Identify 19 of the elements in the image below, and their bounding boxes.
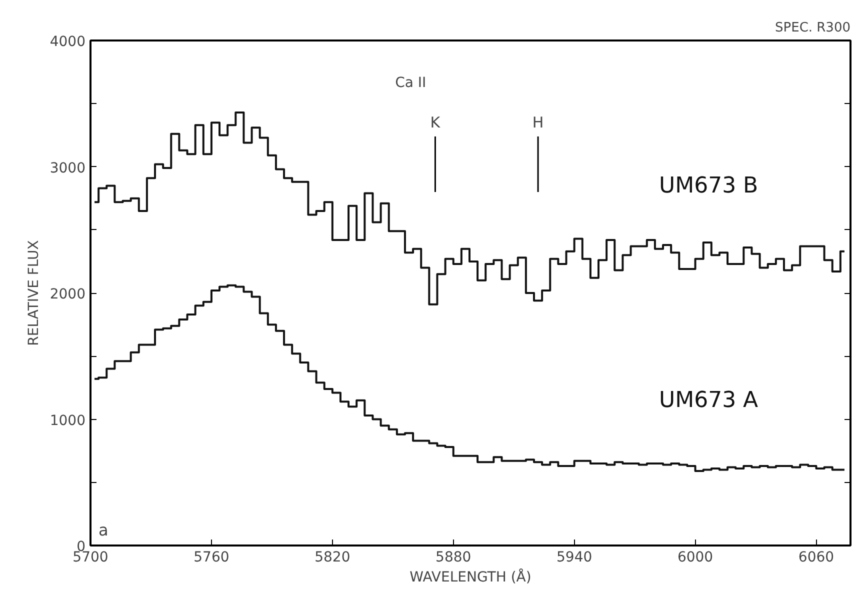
chart-title: SPEC. R300 bbox=[775, 20, 851, 36]
annotation: a bbox=[98, 520, 108, 540]
x-tick-label: 5940 bbox=[556, 550, 592, 566]
x-tick-label: 5820 bbox=[314, 550, 350, 566]
y-tick-label: 2000 bbox=[50, 286, 86, 302]
y-axis-title: RELATIVE FLUX bbox=[26, 240, 42, 346]
y-tick-label: 4000 bbox=[50, 34, 86, 50]
ref-line-label: K bbox=[430, 113, 442, 132]
x-axis-title: WAVELENGTH (Å) bbox=[410, 568, 532, 586]
y-tick-label: 3000 bbox=[50, 160, 86, 176]
y-tick-label: 1000 bbox=[50, 412, 86, 429]
x-tick-label: 5880 bbox=[436, 550, 472, 566]
text: UM673 A bbox=[658, 388, 758, 413]
x-tick-label: 6000 bbox=[677, 550, 714, 566]
ref-line-label: H bbox=[532, 113, 544, 132]
x-tick-label: 6060 bbox=[798, 550, 834, 566]
series-label: UM673 B bbox=[658, 173, 758, 198]
annotation: Ca II bbox=[395, 75, 426, 91]
x-tick-label: 5760 bbox=[194, 550, 230, 566]
